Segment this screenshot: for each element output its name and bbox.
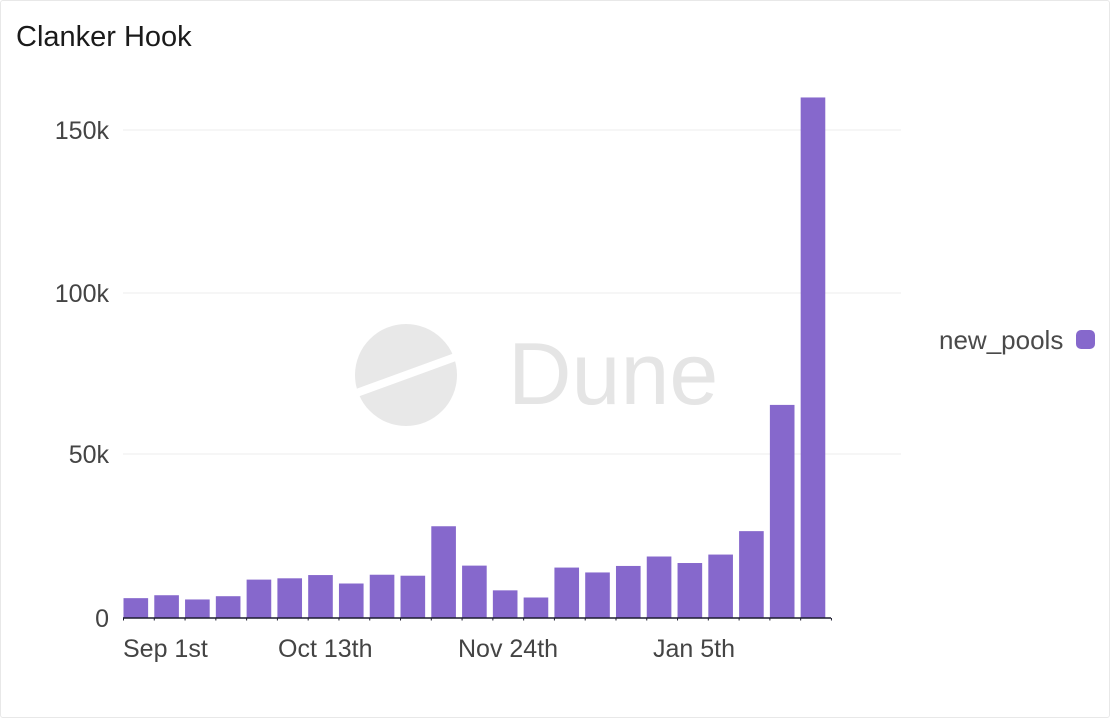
svg-text:150k: 150k xyxy=(55,117,110,145)
svg-text:Dune: Dune xyxy=(508,324,718,423)
svg-text:50k: 50k xyxy=(69,441,110,469)
svg-text:Jan 5th: Jan 5th xyxy=(653,635,735,663)
svg-text:0: 0 xyxy=(95,605,109,633)
svg-text:Sep 1st: Sep 1st xyxy=(123,635,208,663)
svg-text:Oct 13th: Oct 13th xyxy=(278,635,373,663)
svg-text:100k: 100k xyxy=(55,280,110,308)
svg-text:Nov 24th: Nov 24th xyxy=(458,635,558,663)
svg-text:new_pools: new_pools xyxy=(939,325,1063,355)
